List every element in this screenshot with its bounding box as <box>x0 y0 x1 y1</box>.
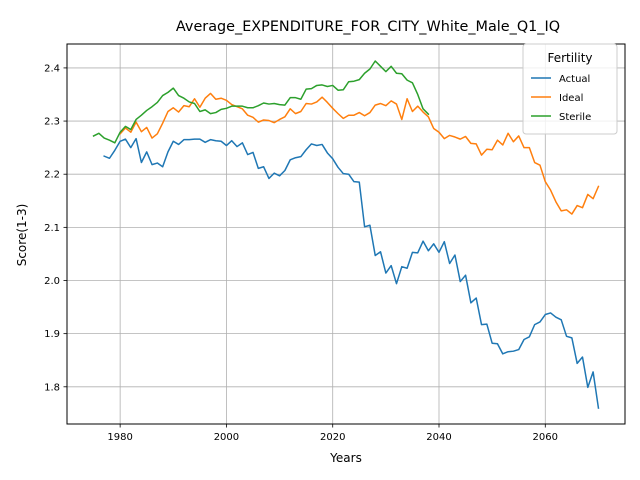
chart-title: Average_EXPENDITURE_FOR_CITY_White_Male_… <box>176 19 560 35</box>
legend: Fertility Actual Ideal Sterile <box>522 43 618 135</box>
y-tick-label: 1.8 <box>44 382 60 393</box>
plot-frame <box>66 43 626 425</box>
legend-label-actual: Actual <box>559 74 590 85</box>
x-tick-label: 2040 <box>426 432 451 443</box>
y-tick-label: 2.4 <box>44 63 60 74</box>
y-tick-label: 2.0 <box>44 276 60 287</box>
axis-ticks: 1980 2000 2020 2040 2060 1.8 1.9 2.0 2.1 2.2 2.3 2.… <box>44 63 558 443</box>
series-line-ideal <box>119 92 600 215</box>
y-tick-label: 2.3 <box>44 117 60 128</box>
x-tick-label: 2020 <box>320 432 345 443</box>
legend-label-sterile: Sterile <box>559 112 591 123</box>
series-line-sterile <box>92 60 430 144</box>
legend-label-ideal: Ideal <box>559 93 583 104</box>
x-tick-label: 2060 <box>533 432 558 443</box>
x-tick-label: 2000 <box>214 432 239 443</box>
y-axis-label: Score(1-3) <box>15 204 29 267</box>
y-tick-label: 2.1 <box>44 223 60 234</box>
x-tick-label: 1980 <box>107 432 132 443</box>
series-layer <box>92 60 600 409</box>
y-tick-label: 1.9 <box>44 329 60 340</box>
y-tick-label: 2.2 <box>44 170 60 181</box>
legend-box <box>522 43 618 135</box>
legend-title: Fertility <box>547 51 592 65</box>
series-line-actual <box>103 137 600 409</box>
x-axis-label: Years <box>329 451 362 465</box>
legend-items: Actual Ideal Sterile <box>531 74 591 123</box>
